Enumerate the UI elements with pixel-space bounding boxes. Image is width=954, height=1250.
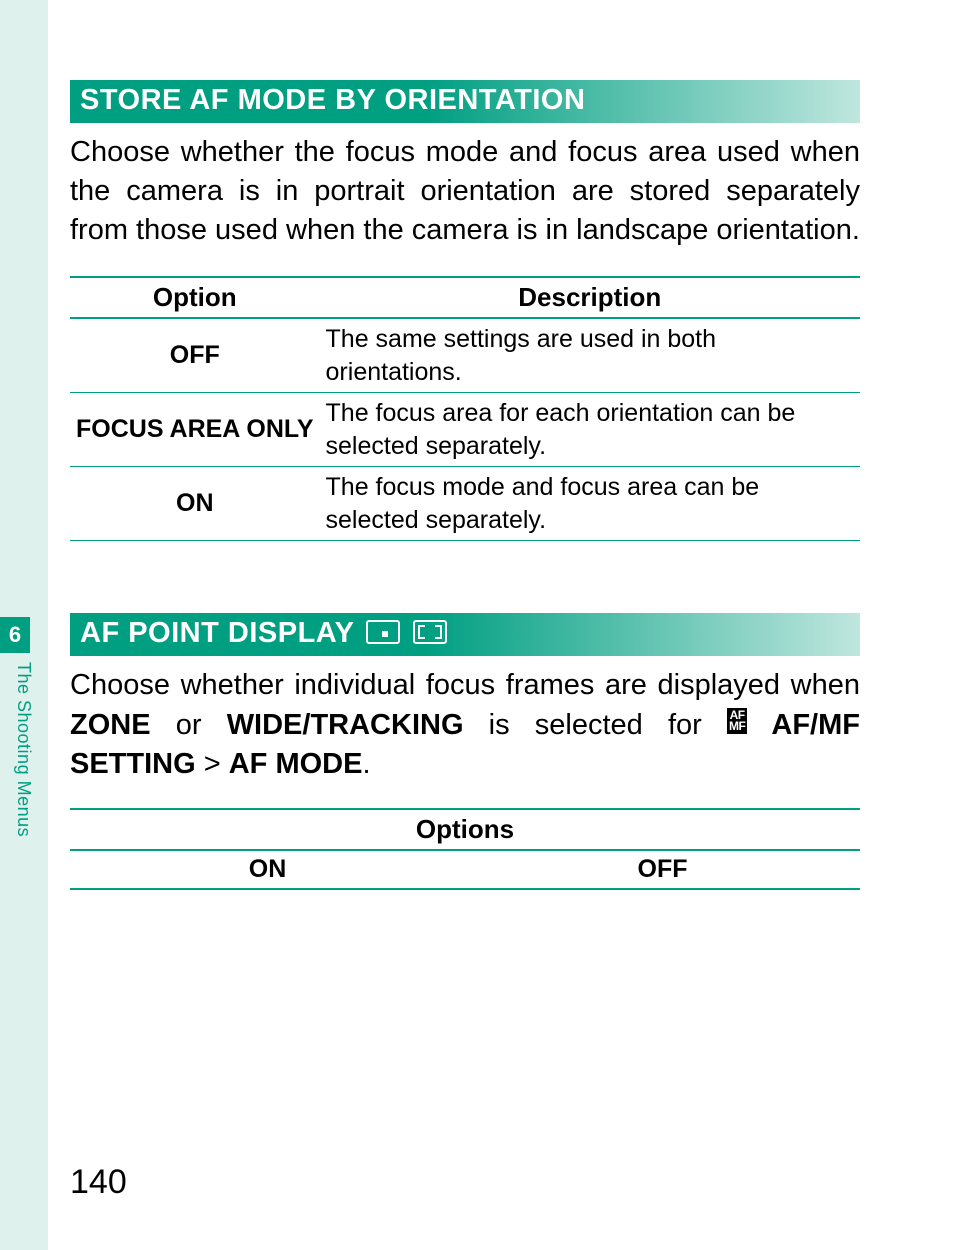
option-on: ON	[70, 850, 465, 889]
option-cell: FOCUS AREA ONLY	[70, 393, 320, 467]
description-cell: The same settings are used in both orien…	[320, 318, 860, 393]
section2-title-text: AF POINT DISPLAY	[80, 617, 354, 649]
text-run: Choose whether individual focus frames a…	[70, 669, 860, 701]
page-content: STORE AF MODE BY ORIENTATION Choose whet…	[70, 80, 860, 890]
section-header-af-point-display: AF POINT DISPLAY	[70, 613, 860, 656]
description-cell: The focus mode and focus area can be sel…	[320, 467, 860, 541]
option-cell: ON	[70, 467, 320, 541]
table-row: FOCUS AREA ONLY The focus area for each …	[70, 393, 860, 467]
table-head-option: Option	[70, 277, 320, 318]
option-off: OFF	[465, 850, 860, 889]
section2-body: Choose whether individual focus frames a…	[70, 666, 860, 783]
table-row: ON The focus mode and focus area can be …	[70, 467, 860, 541]
table-row: ON OFF	[70, 850, 860, 889]
options-head: Options	[70, 809, 860, 850]
text-run: or	[151, 709, 227, 741]
text-bold-wide-tracking: WIDE/TRACKING	[227, 709, 464, 741]
af-point-dot-icon	[366, 620, 400, 644]
section-header-store-af: STORE AF MODE BY ORIENTATION	[70, 80, 860, 123]
section2-table: Options ON OFF	[70, 808, 860, 890]
af-point-corners-icon	[413, 620, 447, 644]
text-run: is selected for	[464, 709, 727, 741]
text-gt: >	[196, 748, 229, 780]
text-bold-zone: ZONE	[70, 709, 151, 741]
table-row: OFF The same settings are used in both o…	[70, 318, 860, 393]
table-head-description: Description	[320, 277, 860, 318]
text-run: .	[362, 748, 370, 780]
afmf-icon: AFMF	[727, 708, 747, 734]
option-cell: OFF	[70, 318, 320, 393]
page-number: 140	[70, 1163, 127, 1202]
section1-body: Choose whether the focus mode and focus …	[70, 133, 860, 250]
chapter-side-label: The Shooting Menus	[4, 662, 34, 837]
description-cell: The focus area for each orientation can …	[320, 393, 860, 467]
text-bold-af-mode: AF MODE	[229, 748, 363, 780]
section1-table: Option Description OFF The same settings…	[70, 276, 860, 541]
chapter-number-tab: 6	[0, 617, 30, 653]
